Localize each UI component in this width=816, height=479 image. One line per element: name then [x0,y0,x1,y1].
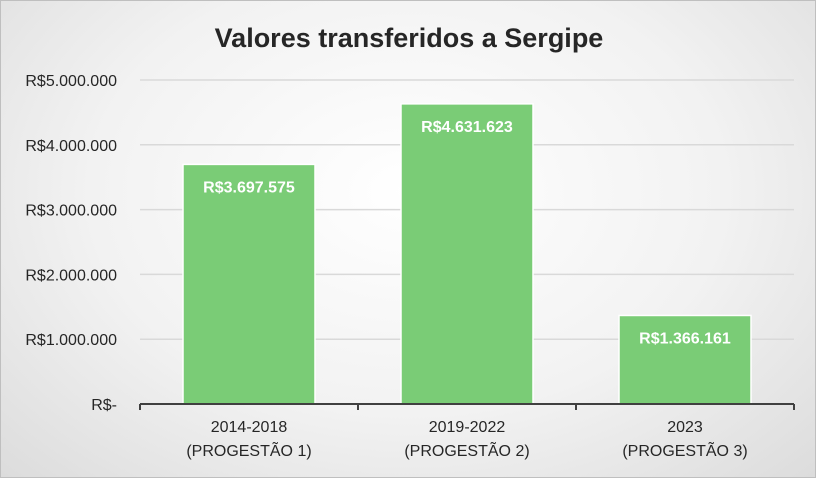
bar [618,314,752,405]
x-tick-label: 2014-2018 [211,419,288,436]
y-tick-label: R$1.000.000 [25,332,117,349]
x-axis: 2014-2018 (PROGESTÃO 1) 2019-2022 (PROGESTÃ… [139,403,795,460]
x-tick-label: 2023 [667,419,703,436]
y-tick-label: R$2.000.000 [25,267,117,284]
data-label: R$1.366.161 [639,330,731,347]
chart-title: Valores transferidos a Sergipe [215,23,604,53]
bars: R$3.697.575 R$4.631.623 R$1.366.161 [182,103,752,405]
bar [182,163,316,405]
data-label: R$4.631.623 [421,119,513,136]
x-tick-label: 2019-2022 [429,419,506,436]
y-tick-label: R$4.000.000 [25,138,117,155]
y-tick-label: R$5.000.000 [25,73,117,90]
x-tick-label: (PROGESTÃO 1) [186,440,311,460]
y-tick-label: R$3.000.000 [25,203,117,220]
x-tick-label: (PROGESTÃO 2) [404,440,529,460]
y-tick-label: R$- [91,397,117,414]
data-label: R$3.697.575 [203,179,295,196]
y-axis-ticks: R$- R$1.000.000 R$2.000.000 R$3.000.000 R$4.… [25,73,117,414]
x-tick-label: (PROGESTÃO 3) [622,440,747,460]
bar [400,103,534,405]
